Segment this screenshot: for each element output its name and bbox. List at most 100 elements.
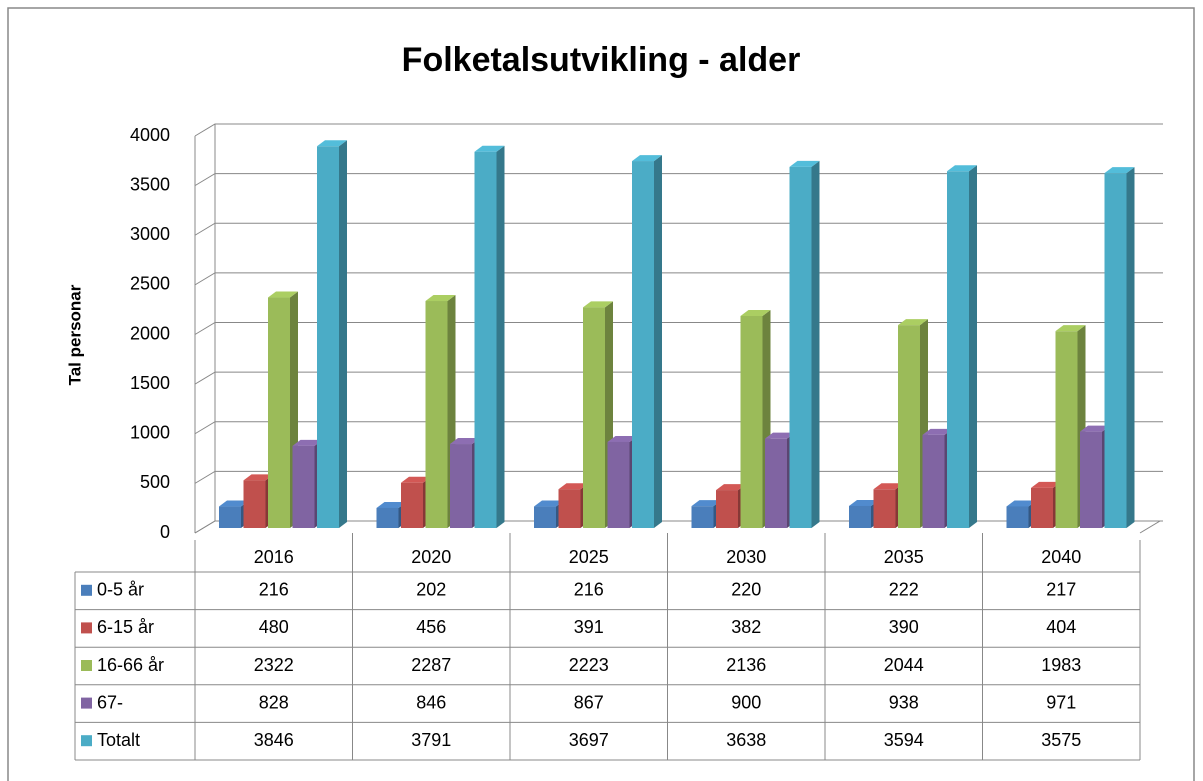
legend-label: 6-15 år bbox=[97, 617, 154, 637]
bar bbox=[534, 506, 556, 528]
bar bbox=[607, 441, 630, 528]
table-value: 846 bbox=[416, 692, 446, 712]
bar-top bbox=[632, 155, 662, 162]
legend-label: Totalt bbox=[97, 730, 140, 750]
bar-top bbox=[1055, 325, 1086, 332]
table-value: 867 bbox=[574, 692, 604, 712]
bar bbox=[1104, 173, 1127, 528]
bar-top bbox=[268, 291, 298, 298]
chart-title: Folketalsutvikling - alder bbox=[402, 41, 801, 79]
y-tick-label: 4000 bbox=[130, 125, 170, 145]
bar bbox=[632, 161, 654, 528]
grid-line bbox=[194, 322, 1163, 335]
table-value: 828 bbox=[259, 692, 289, 712]
bar bbox=[873, 489, 896, 528]
bar-top bbox=[947, 165, 977, 172]
x-tick-label: 2035 bbox=[884, 547, 924, 567]
bar-side bbox=[969, 165, 977, 528]
bar-top bbox=[474, 145, 505, 152]
bar bbox=[376, 507, 399, 528]
x-tick-label: 2016 bbox=[254, 547, 294, 567]
table-value: 2136 bbox=[726, 655, 766, 675]
bar bbox=[1055, 331, 1078, 528]
y-tick-label: 2500 bbox=[130, 274, 170, 294]
table-value: 2287 bbox=[411, 655, 451, 675]
bar-side bbox=[496, 145, 505, 528]
bar-top bbox=[607, 435, 638, 442]
bar-top bbox=[789, 160, 820, 167]
bar bbox=[765, 438, 787, 528]
bar-top bbox=[243, 474, 274, 481]
grid-line bbox=[194, 173, 1163, 187]
legend-label: 16-66 år bbox=[97, 655, 164, 675]
bar-top bbox=[922, 428, 953, 435]
bar bbox=[317, 146, 339, 529]
table-value: 456 bbox=[416, 617, 446, 637]
bar bbox=[1031, 487, 1053, 528]
table-value: 391 bbox=[574, 617, 604, 637]
bar bbox=[716, 490, 738, 528]
bar bbox=[1080, 431, 1102, 528]
legend-label: 0-5 år bbox=[97, 580, 144, 600]
table-value: 971 bbox=[1046, 692, 1076, 712]
bar bbox=[1006, 506, 1029, 528]
bar-side bbox=[339, 140, 347, 529]
x-tick-label: 2025 bbox=[569, 547, 609, 567]
bar-top bbox=[898, 319, 928, 326]
bar-top bbox=[376, 501, 407, 508]
grid-line bbox=[194, 470, 1163, 484]
table-value: 404 bbox=[1046, 617, 1076, 637]
table-value: 480 bbox=[259, 617, 289, 637]
bar-top bbox=[691, 500, 722, 507]
bar-top bbox=[1080, 425, 1110, 432]
table-value: 1983 bbox=[1041, 655, 1081, 675]
bar bbox=[691, 506, 714, 528]
table-value: 938 bbox=[889, 692, 919, 712]
bar bbox=[740, 316, 763, 528]
bar-top bbox=[317, 140, 347, 147]
bar-top bbox=[1104, 167, 1135, 174]
x-tick-label: 2030 bbox=[726, 547, 766, 567]
y-tick-label: 3500 bbox=[130, 174, 170, 194]
table-value: 382 bbox=[731, 617, 761, 637]
bar bbox=[219, 506, 241, 528]
grid-line bbox=[194, 371, 1163, 385]
table-value: 3697 bbox=[569, 730, 609, 750]
table-value: 390 bbox=[889, 617, 919, 637]
bar-top bbox=[450, 438, 480, 445]
bar-top bbox=[219, 500, 249, 507]
grid-line bbox=[194, 421, 1163, 435]
bar bbox=[268, 297, 290, 528]
y-tick-label: 500 bbox=[140, 472, 170, 492]
bar-top bbox=[849, 499, 879, 506]
table-value: 3575 bbox=[1041, 730, 1081, 750]
y-tick-label: 3000 bbox=[130, 224, 170, 244]
legend-key bbox=[81, 622, 92, 634]
bar bbox=[401, 482, 423, 528]
bar bbox=[583, 307, 605, 528]
y-tick-label: 2000 bbox=[130, 323, 170, 343]
bar bbox=[922, 434, 945, 528]
bar-side bbox=[1126, 167, 1135, 528]
bar bbox=[474, 151, 497, 528]
table-value: 3638 bbox=[726, 730, 766, 750]
bar bbox=[243, 480, 266, 528]
bar-top bbox=[1006, 500, 1037, 507]
table-value: 202 bbox=[416, 580, 446, 600]
bar-top bbox=[1031, 481, 1061, 488]
legend-key bbox=[81, 735, 92, 747]
table-value: 222 bbox=[889, 580, 919, 600]
grid-line bbox=[194, 272, 1163, 286]
grid-line bbox=[194, 123, 1163, 137]
bar-top bbox=[583, 301, 613, 308]
table-value: 3791 bbox=[411, 730, 451, 750]
bar bbox=[789, 166, 812, 528]
bar-top bbox=[873, 483, 904, 490]
y-tick-label: 1500 bbox=[130, 373, 170, 393]
grid-line bbox=[194, 520, 1163, 534]
bar-top bbox=[765, 432, 795, 439]
table-value: 216 bbox=[259, 580, 289, 600]
x-tick-label: 2040 bbox=[1041, 547, 1081, 567]
legend-key bbox=[81, 697, 92, 709]
table-value: 3846 bbox=[254, 730, 294, 750]
